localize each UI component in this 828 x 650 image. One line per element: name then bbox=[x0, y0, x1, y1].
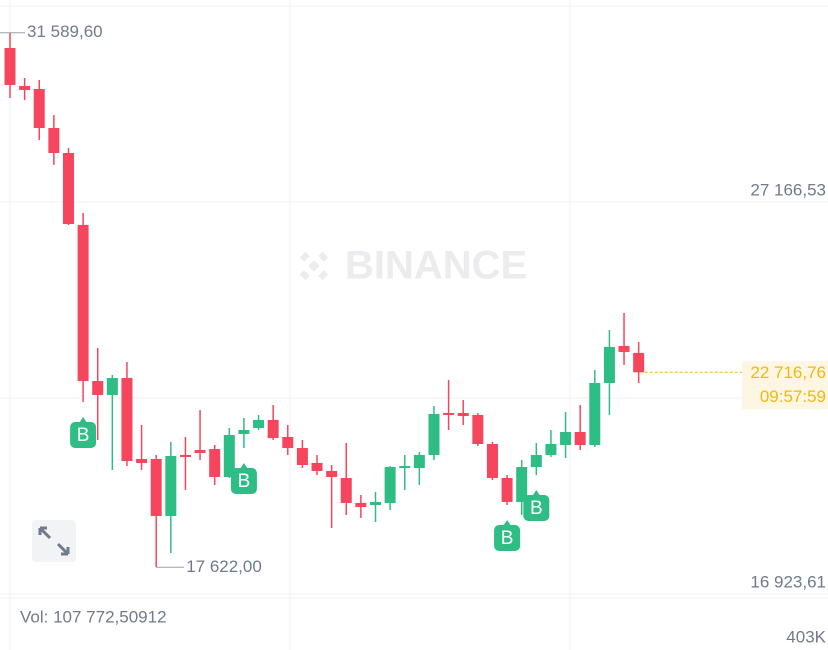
candle-body bbox=[501, 477, 513, 502]
candle-body bbox=[121, 377, 133, 461]
candle-body bbox=[530, 454, 542, 468]
buy-marker-badge bbox=[523, 495, 550, 522]
y-tick-label: 16 923,61 bbox=[750, 572, 826, 591]
candle-body bbox=[443, 413, 455, 415]
candle-body bbox=[384, 467, 396, 503]
candle-body bbox=[209, 449, 221, 477]
candle-body bbox=[370, 501, 381, 506]
candle-body bbox=[457, 413, 469, 416]
candle-body bbox=[4, 47, 16, 85]
candle-body bbox=[355, 502, 367, 507]
candle-body bbox=[267, 419, 279, 438]
candle-body bbox=[340, 477, 352, 503]
candle-body bbox=[516, 467, 528, 502]
buy-marker: B bbox=[523, 490, 550, 522]
candle-body bbox=[413, 454, 425, 468]
candle-body bbox=[106, 377, 118, 395]
candle-body bbox=[472, 414, 484, 445]
buy-marker-label: B bbox=[238, 471, 251, 492]
candle-body bbox=[179, 454, 191, 457]
expand-button[interactable] bbox=[32, 520, 76, 562]
candle-body bbox=[603, 346, 615, 384]
candle-body bbox=[633, 352, 645, 373]
candle-body bbox=[165, 455, 177, 516]
buy-marker-label: B bbox=[501, 528, 514, 549]
candle-body bbox=[77, 224, 89, 382]
buy-marker: B bbox=[230, 462, 257, 494]
candle-body bbox=[560, 431, 572, 445]
current-price-badge bbox=[742, 361, 828, 410]
buy-marker-pointer bbox=[503, 520, 512, 527]
candle-body bbox=[33, 89, 45, 129]
candle-body bbox=[194, 450, 206, 453]
candle-body bbox=[92, 381, 104, 395]
watermark-text: BINANCE bbox=[345, 244, 527, 288]
candle-body bbox=[62, 152, 74, 224]
current-price-label: 22 716,76 bbox=[750, 363, 826, 382]
buy-marker-label: B bbox=[530, 498, 543, 519]
min-label: 17 622,00 bbox=[186, 557, 262, 576]
volume-axis-label: 403K bbox=[786, 627, 826, 646]
candle-body bbox=[618, 345, 630, 352]
candle-body bbox=[238, 429, 250, 434]
candle-body bbox=[296, 447, 308, 466]
buy-marker-label: B bbox=[77, 425, 90, 446]
candle-body bbox=[150, 459, 162, 516]
y-tick-label: 27 166,53 bbox=[750, 180, 826, 199]
max-label: 31 589,60 bbox=[27, 22, 103, 41]
buy-marker-pointer bbox=[79, 416, 88, 423]
candle-body bbox=[223, 434, 235, 477]
buy-marker: B bbox=[494, 520, 521, 552]
candle-body bbox=[589, 383, 601, 445]
candle-body bbox=[19, 85, 31, 91]
candle-body bbox=[399, 466, 411, 468]
buy-marker-badge bbox=[70, 421, 97, 448]
buy-marker-pointer bbox=[239, 462, 248, 469]
buy-marker: B bbox=[70, 416, 97, 448]
candle-body bbox=[136, 459, 148, 463]
candle-body bbox=[311, 462, 323, 471]
candle-body bbox=[486, 444, 498, 478]
candle-body bbox=[282, 436, 294, 448]
candle-body bbox=[545, 444, 557, 455]
watermark: BINANCE bbox=[299, 244, 527, 288]
candle-body bbox=[574, 431, 586, 445]
buy-marker-badge bbox=[230, 467, 257, 494]
candle-body bbox=[428, 413, 440, 455]
candle-body bbox=[48, 128, 60, 153]
countdown-label: 09:57:59 bbox=[760, 387, 826, 406]
buy-marker-pointer bbox=[532, 490, 541, 497]
candle-body bbox=[326, 470, 338, 477]
buy-marker-badge bbox=[494, 525, 521, 552]
candle-body bbox=[253, 419, 265, 429]
volume-label: Vol: 107 772,50912 bbox=[20, 607, 167, 626]
